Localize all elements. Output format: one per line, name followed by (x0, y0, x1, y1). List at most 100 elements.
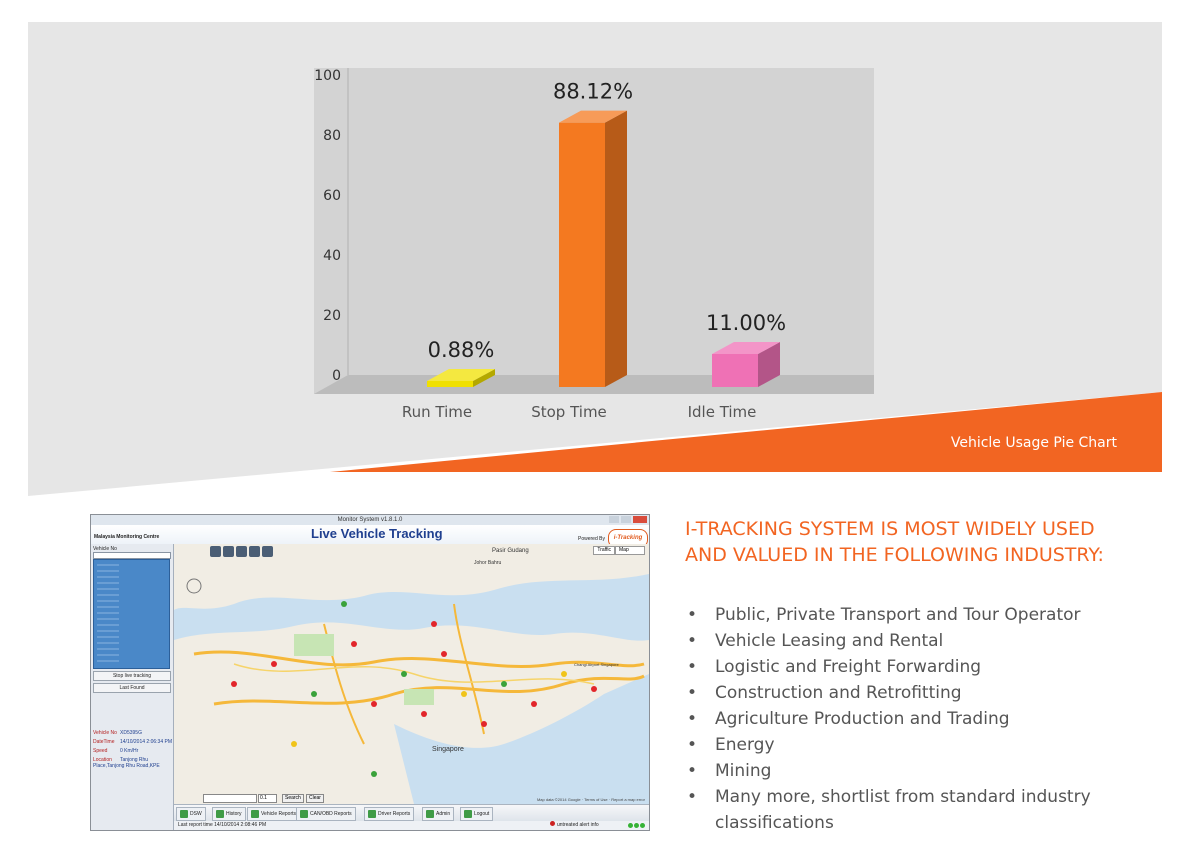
truck-icon[interactable] (249, 546, 260, 557)
map-type-toggle: Traffic Map (593, 546, 645, 555)
y-tick-label: 40 (323, 248, 341, 264)
close-icon[interactable] (633, 516, 647, 523)
bar-data-label: 88.12% (553, 80, 633, 104)
map-label-changi: Changi Airport Singapore (574, 662, 619, 667)
window-titlebar: Monitor System v1.8.1.0 (91, 515, 649, 525)
industry-item: Many more, shortlist from standard indus… (685, 784, 1185, 836)
bar-data-label: 11.00% (706, 311, 786, 335)
x-category-label: Stop Time (531, 403, 607, 421)
connection-status (628, 823, 645, 828)
powered-by: Powered By (578, 536, 605, 542)
centre-name: Malaysia Monitoring Centre (94, 534, 160, 540)
nav-admin[interactable]: Admin (422, 807, 455, 821)
bar-side (605, 110, 627, 387)
y-ticks: 0 20 40 60 80 100 (314, 68, 341, 384)
x-category-label: Run Time (402, 403, 472, 421)
x-category-label: Idle Time (688, 403, 757, 421)
history-icon (216, 810, 224, 818)
bar-data-label: 0.88% (428, 338, 495, 362)
nav-dsw[interactable]: DSW (176, 807, 206, 821)
info-location: Location Tanjong Rhu Place,Tanjong Rhu Ro… (93, 757, 160, 769)
map-label-pasir-gudang: Pasir Gudang (492, 548, 529, 554)
tracking-app-screenshot: Monitor System v1.8.1.0 Malaysia Monitor… (90, 514, 650, 831)
industry-heading-line2: AND VALUED IN THE FOLLOWING INDUSTRY: (685, 544, 1104, 566)
nav-can-obd-reports[interactable]: CAN/OBD Reports (296, 807, 356, 821)
stop-tracking-button[interactable]: Stop live tracking (93, 671, 171, 681)
vehicle-search-input[interactable] (93, 552, 171, 559)
industry-heading-line1: I-TRACKING SYSTEM IS MOST WIDELY USED (685, 518, 1095, 540)
monitor-icon (180, 810, 188, 818)
window-title: Monitor System v1.8.1.0 (337, 517, 403, 523)
info-datetime: DateTime 14/10/2014 2:06:34 PM (93, 739, 172, 745)
globe-icon[interactable] (210, 546, 221, 557)
chart-svg: Vehicle Usage Pie Chart 0 20 40 60 80 100 0.8… (28, 22, 1162, 496)
report-icon (251, 810, 259, 818)
industry-item: Public, Private Transport and Tour Opera… (685, 602, 1185, 628)
nav-logout[interactable]: Logout (460, 807, 494, 821)
vehicle-list[interactable] (93, 559, 170, 669)
maximize-icon[interactable] (621, 516, 631, 523)
search-button[interactable]: Search (282, 794, 304, 803)
last-found-button[interactable]: Last Found (93, 683, 171, 693)
bar-top (427, 369, 495, 381)
bar-front (559, 122, 605, 387)
admin-icon (426, 810, 434, 818)
status-bar: Last report time 14/10/2014 2:08:46 PM u… (174, 821, 649, 830)
industry-item: Mining (685, 758, 1185, 784)
chart-panel: Vehicle Usage Pie Chart 0 20 40 60 80 100 0.8… (28, 22, 1162, 496)
industry-item: Energy (685, 732, 1185, 758)
vehicle-sidebar: Vehicle No Stop live tracking Last Found… (91, 544, 174, 830)
home-icon[interactable] (223, 546, 234, 557)
bottom-nav: DSW History Vehicle Reports CAN/OBD Repo… (174, 804, 649, 822)
industry-list: Public, Private Transport and Tour Opera… (685, 602, 1185, 836)
layers-icon[interactable] (262, 546, 273, 557)
bars (427, 110, 780, 387)
map-label-johor-bahru: Johor Bahru (474, 560, 502, 566)
nav-driver-reports[interactable]: Driver Reports (364, 807, 415, 821)
y-tick-label: 60 (323, 188, 341, 204)
map-search-strip: 0.1 Search Clear (174, 794, 649, 804)
map-label-singapore: Singapore (432, 746, 464, 753)
map-drawing (174, 544, 649, 804)
nav-history[interactable]: History (212, 807, 246, 821)
map-view[interactable]: Traffic Map Pasir Gudang Johor Bahru Cha… (174, 544, 649, 804)
bar-side (758, 342, 780, 387)
address-search-input[interactable] (203, 794, 257, 803)
y-tick-label: 0 (332, 368, 341, 384)
x-categories: Run Time Stop Time Idle Time (402, 403, 757, 421)
map-attribution: Map data ©2014 Google · Terms of Use · R… (536, 797, 645, 802)
bar-side (473, 369, 495, 387)
driver-icon (368, 810, 376, 818)
data-labels: 0.88% 88.12% 11.00% (428, 80, 786, 362)
industry-item: Logistic and Freight Forwarding (685, 654, 1185, 680)
bar-top (559, 110, 627, 123)
alert-info[interactable]: untreated alert info (550, 821, 599, 830)
orange-band (330, 392, 1162, 472)
radius-input[interactable]: 0.1 (258, 794, 277, 803)
alert-dot-icon (550, 821, 555, 826)
info-speed: Speed 0 Km/Hr (93, 748, 139, 754)
traffic-toggle[interactable]: Traffic (593, 546, 615, 555)
logout-icon (464, 810, 472, 818)
nav-vehicle-reports[interactable]: Vehicle Reports (247, 807, 301, 821)
bar-front (712, 354, 758, 387)
bar-front (427, 381, 473, 387)
app-title: Live Vehicle Tracking (311, 526, 443, 541)
map-toolbar (210, 546, 273, 557)
y-tick-label: 80 (323, 128, 341, 144)
vehicle-label: Vehicle No (93, 546, 117, 552)
bar-top (712, 342, 780, 354)
last-report-time: Last report time 14/10/2014 2:08:46 PM (178, 822, 267, 828)
building-icon[interactable] (236, 546, 247, 557)
industry-item: Construction and Retrofitting (685, 680, 1185, 706)
report-icon (300, 810, 308, 818)
chart-caption: Vehicle Usage Pie Chart (951, 435, 1118, 451)
map-type-select[interactable]: Map (615, 546, 645, 555)
info-vehicle: Vehicle No XD5395G (93, 730, 142, 736)
minimize-icon[interactable] (609, 516, 619, 523)
clear-button[interactable]: Clear (306, 794, 324, 803)
y-tick-label: 20 (323, 308, 341, 324)
industry-item: Vehicle Leasing and Rental (685, 628, 1185, 654)
window-controls (609, 516, 647, 523)
industry-section: I-TRACKING SYSTEM IS MOST WIDELY USED AN… (685, 516, 1185, 836)
